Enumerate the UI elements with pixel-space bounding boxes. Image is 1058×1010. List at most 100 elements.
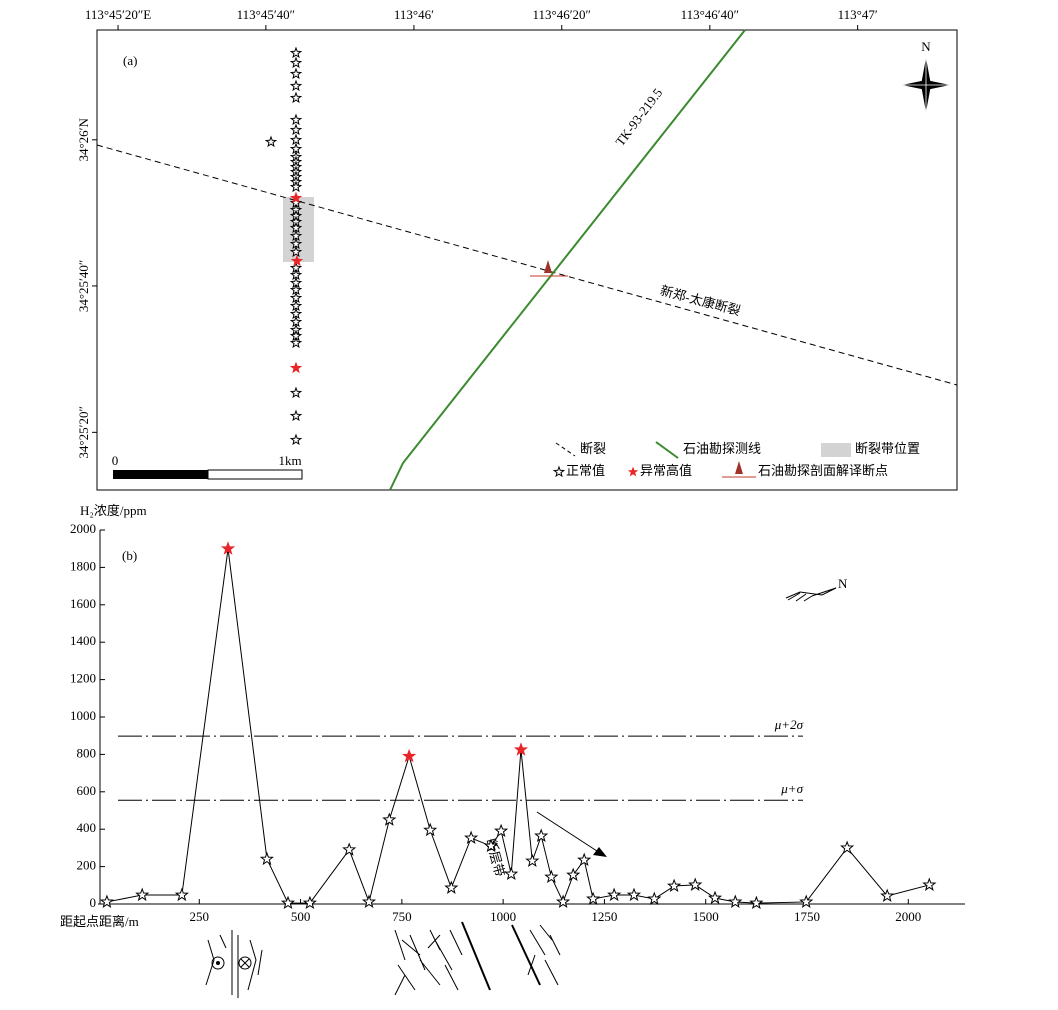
data-point xyxy=(647,891,662,905)
fault-line xyxy=(96,144,958,386)
site xyxy=(264,135,278,148)
reference-label: μ+σ xyxy=(780,781,803,796)
fault-point xyxy=(544,260,552,273)
data-point xyxy=(556,894,571,908)
data-point xyxy=(220,541,236,555)
y-tick-label: 34°26′N xyxy=(76,117,91,161)
site xyxy=(289,79,303,92)
reference-label: μ+2σ xyxy=(774,717,804,732)
x-tick-label: 113°45′20″E xyxy=(85,7,151,22)
legend-label: 正常值 xyxy=(566,463,605,478)
y-tick-label: 2000 xyxy=(70,521,96,536)
site xyxy=(289,91,303,104)
data-point xyxy=(728,894,743,908)
panel-label: (a) xyxy=(123,53,137,68)
x-tick-label: 113°46′40″ xyxy=(681,7,739,22)
legend-symbol xyxy=(735,461,743,474)
data-point xyxy=(586,891,601,905)
data-point xyxy=(566,867,581,882)
site xyxy=(289,113,303,126)
site xyxy=(289,433,303,446)
x-tick-label: 1750 xyxy=(794,909,820,924)
x-tick-label: 113°45′40″ xyxy=(237,7,295,22)
x-axis-label: 距起点距离/m xyxy=(60,914,139,929)
data-point xyxy=(280,895,296,910)
data-point xyxy=(749,895,764,910)
x-tick-label: 500 xyxy=(291,909,311,924)
site xyxy=(289,386,303,399)
data-point xyxy=(464,830,479,844)
legend-symbol xyxy=(655,441,679,459)
data-point xyxy=(361,894,377,908)
scale-bar xyxy=(207,469,303,480)
data-point xyxy=(922,877,937,892)
site xyxy=(289,46,303,59)
data-point xyxy=(99,894,114,908)
data-point xyxy=(342,842,357,856)
y-tick-label: 600 xyxy=(77,783,97,798)
data-point xyxy=(174,887,189,902)
y-tick-label: 34°25′20″ xyxy=(76,406,91,458)
data-point xyxy=(667,878,682,893)
data-point xyxy=(402,748,417,763)
y-axis-label: H₂浓度/ppm xyxy=(80,503,147,518)
strike-symbol xyxy=(785,587,837,602)
y-tick-label: 1200 xyxy=(70,671,96,686)
site xyxy=(289,133,303,146)
north-label: N xyxy=(838,576,848,591)
north-label: N xyxy=(921,39,931,54)
data-point xyxy=(135,887,150,902)
legend-label: 石油勘探剖面解译断点 xyxy=(758,463,888,478)
data-point xyxy=(607,887,622,902)
data-point xyxy=(799,894,814,908)
data-point xyxy=(302,895,317,910)
data-point xyxy=(494,823,509,838)
data-point xyxy=(444,880,459,894)
x-tick-label: 113°46′20″ xyxy=(533,7,591,22)
legend-symbol xyxy=(627,466,639,477)
anomaly-site xyxy=(289,361,303,374)
y-tick-label: 1400 xyxy=(70,633,96,648)
scale-bar xyxy=(113,470,208,479)
y-tick-label: 34°25′40″ xyxy=(76,260,91,312)
site xyxy=(289,409,303,422)
data-point xyxy=(544,869,559,884)
x-tick-label: 113°46′ xyxy=(394,7,434,22)
site xyxy=(289,245,303,258)
data-point xyxy=(423,822,438,837)
data-point xyxy=(534,828,549,842)
legend-symbol xyxy=(555,442,576,457)
data-point xyxy=(483,838,499,853)
y-tick-label: 800 xyxy=(77,745,97,760)
legend-label: 石油勘探测线 xyxy=(683,441,761,456)
data-point xyxy=(880,888,895,902)
panel-label: (b) xyxy=(122,548,137,563)
arrow-head xyxy=(593,847,607,857)
site xyxy=(289,67,303,80)
map-frame xyxy=(96,29,958,491)
survey-line xyxy=(389,29,746,491)
y-tick-label: 1600 xyxy=(70,596,96,611)
legend-label: 断裂 xyxy=(580,441,606,456)
data-point xyxy=(504,866,519,881)
x-tick-label: 1500 xyxy=(693,909,719,924)
scale-label: 1km xyxy=(278,453,301,468)
data-point xyxy=(382,812,397,826)
x-tick-label: 113°47′ xyxy=(838,7,878,22)
site xyxy=(289,56,303,69)
fault-label: 新郑-太康断裂 xyxy=(659,283,742,319)
anomaly-site xyxy=(290,254,304,267)
data-point xyxy=(525,853,540,867)
legend-symbol xyxy=(552,465,566,478)
compass xyxy=(902,58,950,112)
data-point xyxy=(707,890,723,905)
legend-symbol xyxy=(821,443,851,457)
data-point xyxy=(840,840,855,854)
data-point xyxy=(577,852,592,867)
data-point xyxy=(259,851,274,866)
anomaly-site xyxy=(289,191,303,204)
site xyxy=(289,180,303,193)
site xyxy=(289,123,303,136)
